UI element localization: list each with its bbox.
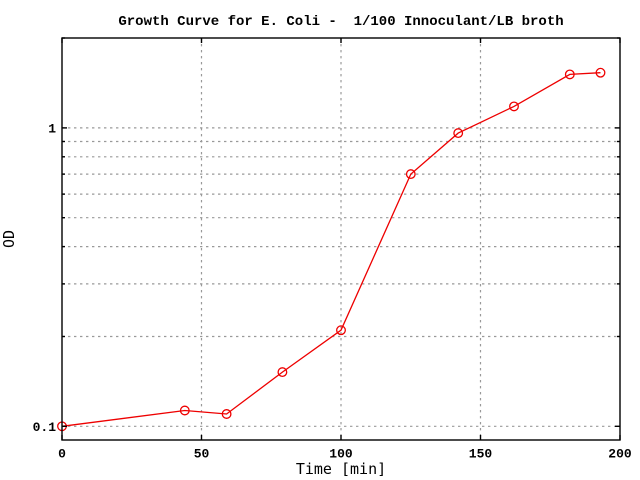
axes-layer [61,37,621,441]
data-point-1 [179,405,190,416]
chart-title: Growth Curve for E. Coli - 1/100 Innocul… [118,14,563,30]
y-axis-label: OD [0,230,18,248]
y-tick-label-0.1: 0.1 [33,420,57,435]
x-tick-label-50: 50 [194,447,210,462]
data-point-7 [509,101,519,112]
data-point-5 [405,169,416,180]
data-point-6 [453,128,464,139]
data-point-4 [336,325,346,336]
grid-layer [62,38,620,440]
x-tick-label-100: 100 [329,447,353,462]
tick-labels-layer: 0 50 100 150 200 0.1 1 [33,121,632,461]
data-point-3 [277,367,288,378]
y-tick-label-1: 1 [48,121,56,136]
data-series-line-0 [61,72,601,427]
x-axis-label: Time [min] [296,460,386,478]
x-tick-label-200: 200 [608,447,632,462]
data-point-9 [595,67,606,78]
data-point-2 [221,409,232,419]
x-tick-label-150: 150 [469,447,493,462]
data-series-layer [57,67,606,432]
data-point-8 [564,69,575,80]
x-tick-label-0: 0 [58,447,66,462]
